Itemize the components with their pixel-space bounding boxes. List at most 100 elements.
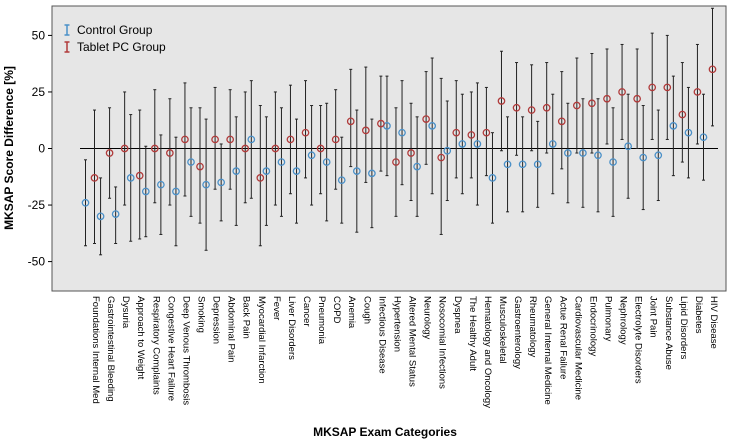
mean-point-tablet — [286, 135, 295, 144]
category-label: Approach to Weight — [135, 296, 146, 380]
mean-point-tablet — [361, 126, 370, 135]
mean-point-tablet — [226, 135, 235, 144]
mean-point-control — [699, 133, 708, 142]
category-label: Depression — [211, 296, 222, 344]
mean-point-tablet — [377, 119, 385, 128]
mean-point-control — [609, 158, 617, 166]
mean-point-tablet — [708, 65, 717, 74]
mean-point-tablet — [301, 128, 310, 137]
category-label: Musculoskeletal — [497, 296, 508, 364]
category-label: Congestive Heart Failure — [165, 296, 176, 401]
mean-point-tablet — [241, 144, 250, 153]
mean-point-control — [232, 167, 241, 175]
mean-point-tablet — [467, 131, 476, 139]
mean-point-tablet — [256, 174, 265, 182]
mean-point-tablet — [648, 83, 657, 92]
mean-point-tablet — [316, 144, 325, 153]
legend-marker-control — [64, 24, 70, 36]
mean-point-tablet — [497, 97, 506, 105]
category-label: Actue Renal Failure — [557, 296, 568, 379]
mean-point-control — [202, 180, 210, 189]
mean-point-control — [533, 160, 542, 169]
category-label: Nosocomial Infections — [437, 296, 448, 389]
mean-point-control — [488, 174, 497, 182]
category-label: Substance Abuse — [663, 296, 674, 370]
y-tick-label: 50 — [32, 28, 46, 42]
y-tick-label: 25 — [32, 85, 46, 99]
y-axis: 50 25 0 -25 -50 — [28, 28, 52, 269]
mean-point-control — [262, 167, 271, 175]
category-label: Diabetes — [693, 296, 704, 334]
mean-point-control — [277, 158, 286, 166]
y-tick-label: -25 — [28, 198, 46, 212]
category-label: General Internal Medicine — [542, 296, 553, 405]
category-label: The Healthy Adult — [467, 296, 478, 371]
mean-point-tablet — [588, 99, 596, 108]
category-label: Back Pain — [241, 296, 252, 339]
mean-point-control — [503, 160, 512, 169]
category-label: Respiratory Complaints — [150, 296, 161, 395]
category-label: Cough — [361, 296, 372, 324]
category-label: Myocardial Infarction — [256, 296, 267, 384]
mean-point-tablet — [422, 115, 430, 123]
category-label: Altered Mental Status — [407, 296, 418, 387]
y-tick-label: 0 — [38, 142, 45, 156]
mean-point-control — [111, 210, 120, 218]
mean-point-control — [172, 187, 180, 196]
mean-point-control — [594, 151, 602, 160]
category-label: Neurology — [422, 296, 433, 340]
mean-point-tablet — [663, 83, 672, 92]
category-label: Cardiovascular Medicine — [572, 296, 583, 400]
mean-point-control — [684, 128, 693, 137]
mean-point-tablet — [407, 149, 415, 157]
mean-point-tablet — [603, 94, 611, 103]
mean-point-tablet — [105, 149, 114, 157]
legend-label-tablet: Tablet PC Group — [77, 40, 166, 54]
mean-point-tablet — [618, 88, 626, 96]
mean-point-tablet — [572, 101, 581, 110]
category-label: Dyspnea — [452, 296, 463, 334]
category-label: Abdominal Pain — [226, 296, 237, 363]
category-label: COPD — [331, 296, 342, 324]
mean-point-tablet — [120, 144, 129, 153]
error-bars — [81, 7, 717, 256]
mean-point-tablet — [90, 174, 99, 182]
mean-point-tablet — [633, 94, 641, 103]
category-label: Pulmonary — [602, 296, 613, 342]
category-label: Dysuria — [120, 296, 131, 329]
mean-point-tablet — [166, 149, 174, 157]
category-label: Cancer — [301, 296, 312, 327]
category-label: Infectious Disease — [376, 296, 387, 374]
legend: Control Group Tablet PC Group — [64, 23, 166, 54]
mean-point-tablet — [150, 144, 159, 153]
mean-point-tablet — [196, 162, 204, 171]
category-label: Lipid Disorders — [678, 296, 689, 360]
mean-point-tablet — [542, 103, 551, 112]
y-axis-title: MKSAP Score Difference [%] — [2, 66, 16, 230]
mean-point-control — [458, 140, 467, 148]
mean-point-control — [81, 198, 90, 207]
category-label: Liver Disorders — [286, 296, 297, 360]
x-axis-title: MKSAP Exam Categories — [313, 425, 457, 439]
mean-point-control — [96, 212, 105, 221]
mean-point-tablet — [331, 135, 340, 144]
mean-point-control — [548, 140, 557, 148]
mean-point-tablet — [512, 103, 521, 112]
mean-point-control — [443, 146, 452, 155]
category-label: Deep Venous Thrombosis — [180, 296, 191, 405]
mean-point-tablet — [346, 117, 355, 126]
category-label: Nephrology — [618, 296, 629, 345]
mean-point-control — [126, 174, 135, 182]
mean-point-control — [217, 178, 226, 187]
mean-point-tablet — [693, 88, 702, 96]
mean-point-control — [398, 128, 406, 137]
mean-point-control — [639, 153, 648, 162]
mean-point-tablet — [437, 153, 446, 162]
category-label: Rheumatology — [527, 296, 538, 358]
category-label: Hypertension — [391, 296, 402, 352]
mean-point-control — [292, 167, 301, 175]
mean-point-tablet — [482, 128, 491, 137]
mean-point-control — [654, 151, 663, 160]
mean-point-control — [579, 149, 587, 157]
